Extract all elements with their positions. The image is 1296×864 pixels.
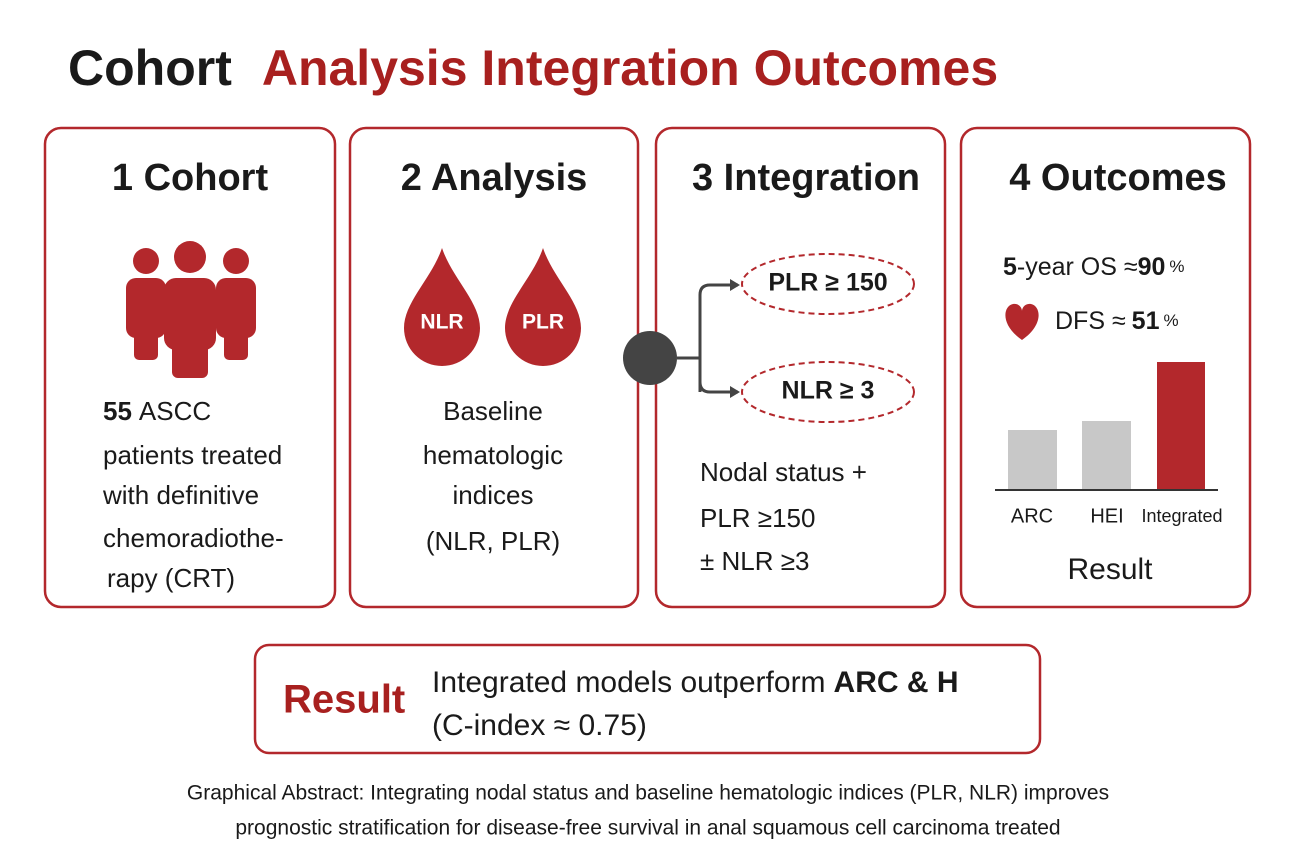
dfs-label: DFS ≈ <box>1055 307 1126 335</box>
outcome-caption: Result <box>1067 553 1153 586</box>
analysis-line: hematologic <box>423 440 563 470</box>
count: 55 <box>103 396 132 426</box>
dfs: DFS ≈51% <box>1055 307 1179 335</box>
people-icon <box>126 241 256 378</box>
result-box <box>253 643 1042 755</box>
analysis-line: (NLR, PLR) <box>426 526 560 556</box>
bold-text: ARC & H <box>834 666 959 699</box>
os-label: -year OS ≈ <box>1017 253 1138 281</box>
drop-label: NLR <box>420 311 463 334</box>
analysis-line: Baseline <box>443 396 543 426</box>
cohort-line: chemoradiothe- <box>103 523 284 553</box>
integration-line: ± NLR ≥3 <box>700 546 809 576</box>
branch-label: PLR ≥ 150 <box>768 269 887 297</box>
bar-label: ARC <box>1011 505 1053 527</box>
cohort-line: rapy (CRT) <box>107 563 235 593</box>
bar-label: HEI <box>1090 505 1123 527</box>
title-rest: Analysis Integration Outcomes <box>262 40 998 96</box>
cohort-line: 55 ASCC <box>103 396 211 426</box>
title: Cohort Analysis Integration Outcomes <box>68 40 998 96</box>
drop-label: PLR <box>522 311 564 334</box>
branch-ellipse <box>741 253 915 315</box>
text: ASCC <box>139 396 211 426</box>
drop <box>505 248 581 366</box>
panel-heading: 1 Cohort <box>112 157 269 199</box>
bar <box>1157 362 1205 490</box>
bar-label: Integrated <box>1141 506 1222 526</box>
heart-icon <box>1005 303 1039 340</box>
drop <box>404 248 480 366</box>
branch-label: NLR ≥ 3 <box>782 377 875 405</box>
os: 5-year OS ≈90% <box>1003 253 1185 281</box>
result-line: Integrated models outperform ARC & H <box>432 666 959 699</box>
footer-line: prognostic stratification for disease-fr… <box>235 817 1060 840</box>
analysis-line: indices <box>453 480 534 510</box>
branch-lines <box>677 283 738 394</box>
branch-ellipse <box>741 361 915 423</box>
cohort-line: patients treated <box>103 440 282 470</box>
bar <box>1008 430 1057 490</box>
title-lead: Cohort <box>68 40 232 96</box>
dfs-value: 51 <box>1132 307 1160 335</box>
cohort-line: with definitive <box>102 480 259 510</box>
dfs-unit: % <box>1163 311 1178 330</box>
panel-heading: 2 Analysis <box>401 157 588 199</box>
integration-line: Nodal status + <box>700 457 867 487</box>
text: Integrated models outperform <box>432 666 826 699</box>
footer-line: Graphical Abstract: Integrating nodal st… <box>187 782 1109 805</box>
bar <box>1082 421 1131 490</box>
panel-heading: 4 Outcomes <box>1009 157 1227 199</box>
integration-line: PLR ≥150 <box>700 503 815 533</box>
panel-heading: 3 Integration <box>692 157 920 199</box>
node <box>623 331 677 385</box>
os-lead: 5 <box>1003 253 1017 281</box>
result-line: (C-index ≈ 0.75) <box>432 709 647 742</box>
panel <box>959 126 1252 609</box>
os-value: 90 <box>1138 253 1166 281</box>
os-unit: % <box>1169 257 1184 276</box>
result-label: Result <box>283 678 405 722</box>
